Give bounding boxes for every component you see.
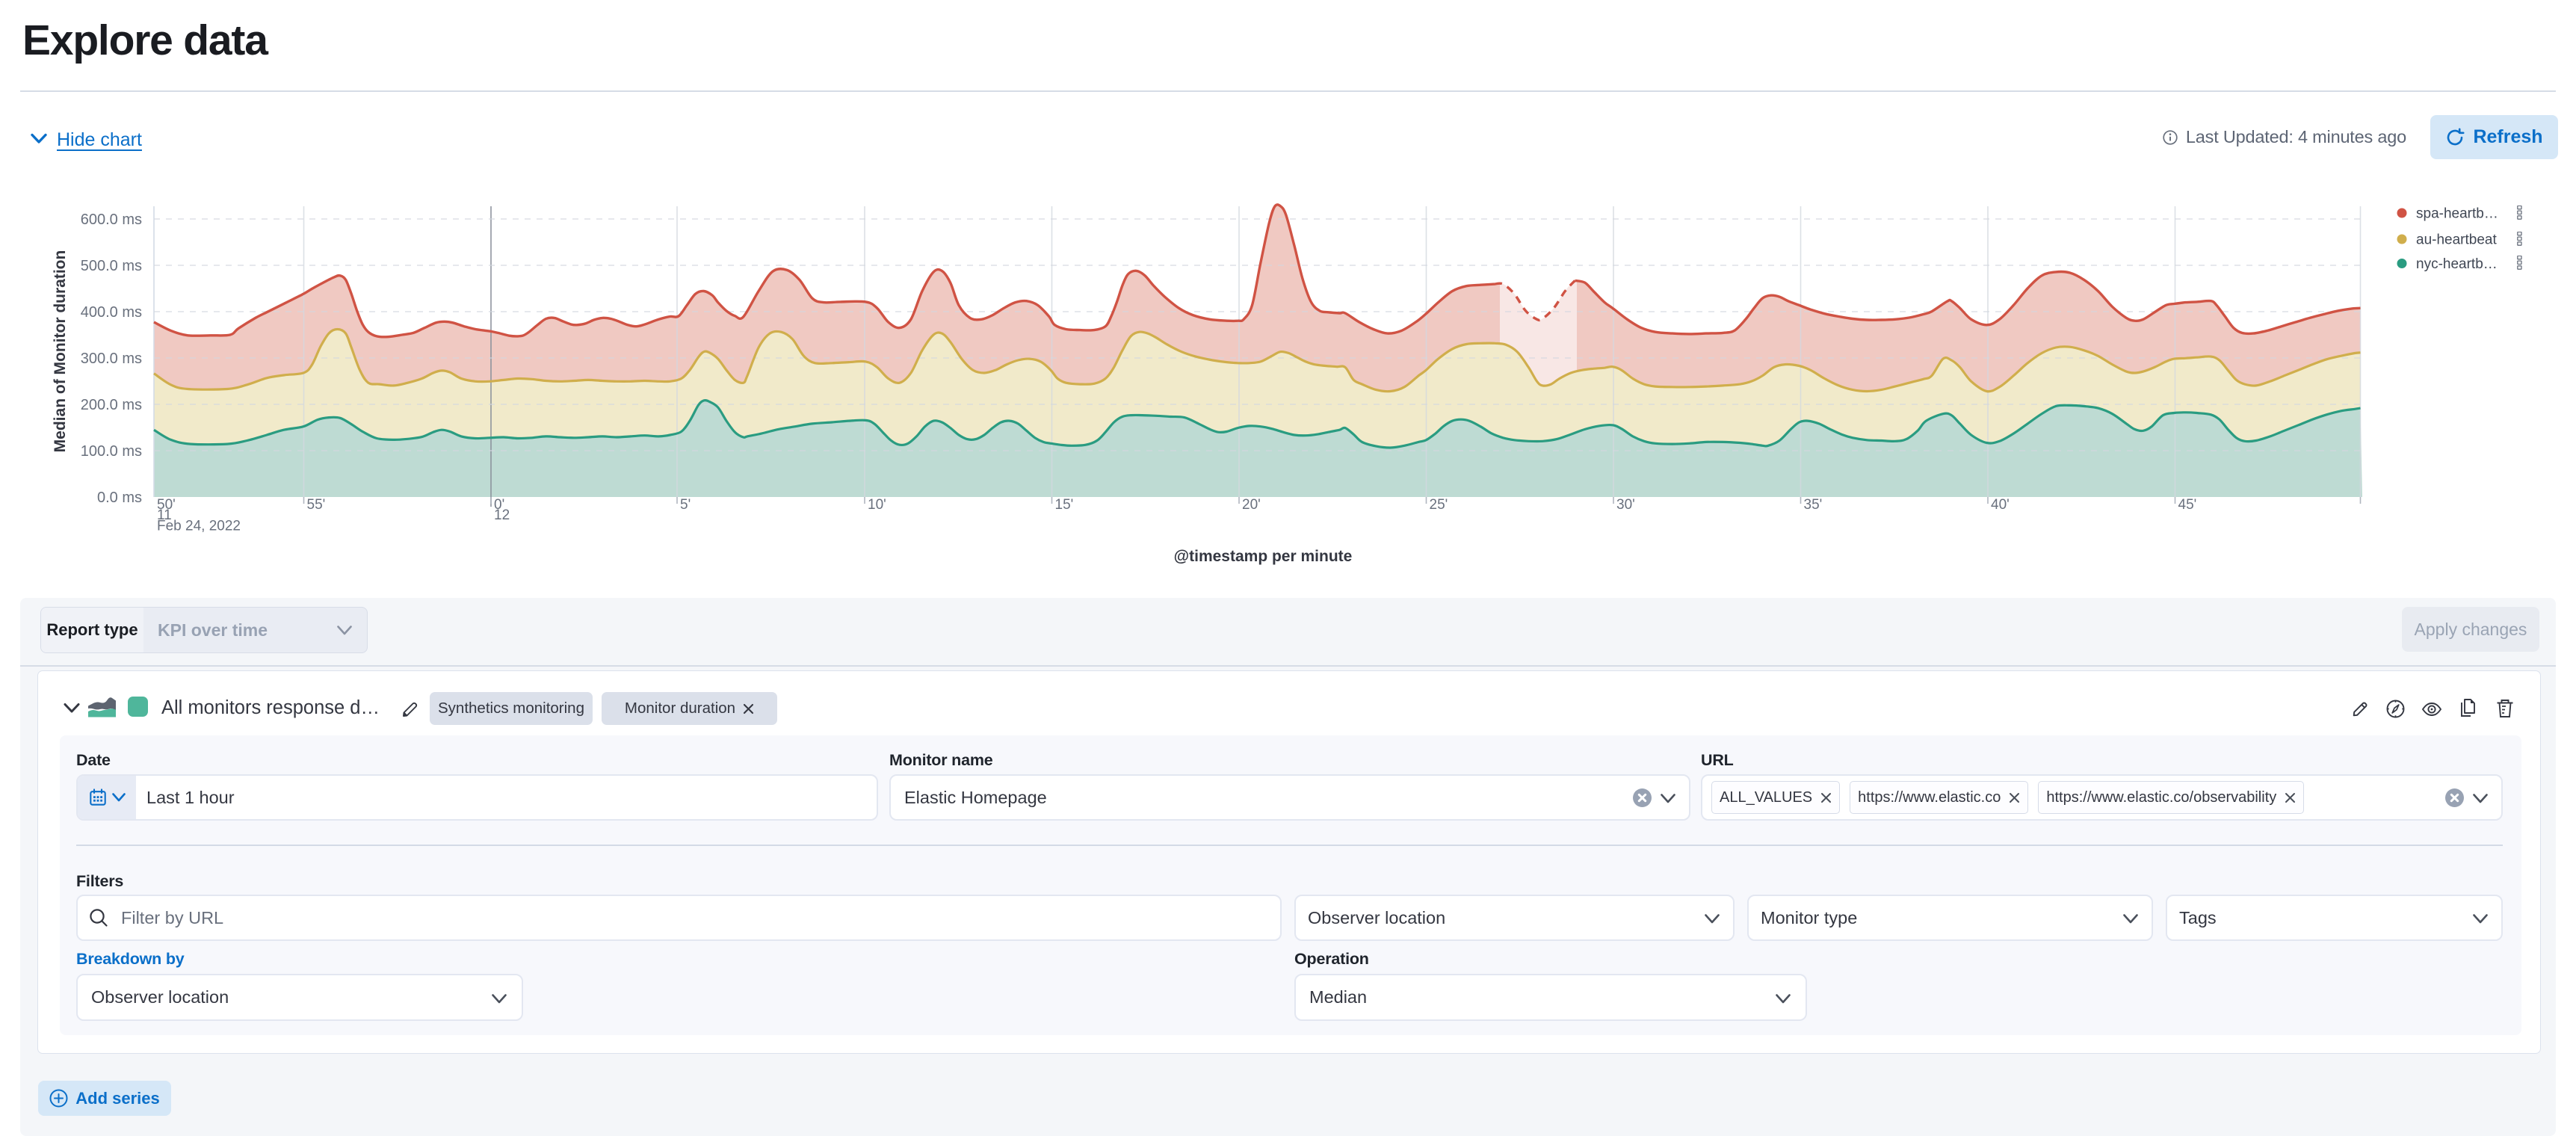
svg-text:45': 45' [2178, 497, 2197, 513]
svg-text:au-heartbeat: au-heartbeat [2416, 232, 2497, 248]
svg-text:400.0 ms: 400.0 ms [81, 304, 142, 321]
svg-text:600.0 ms: 600.0 ms [81, 212, 142, 228]
svg-text:12: 12 [494, 507, 510, 523]
svg-text:Feb 24, 2022: Feb 24, 2022 [157, 519, 241, 534]
svg-text:0.0 ms: 0.0 ms [97, 490, 142, 506]
svg-text:5': 5' [680, 497, 691, 513]
svg-text:nyc-heartb…: nyc-heartb… [2416, 256, 2498, 272]
svg-text:35': 35' [1804, 497, 1823, 513]
svg-text:55': 55' [307, 497, 326, 513]
svg-text:20': 20' [1242, 497, 1261, 513]
svg-text:25': 25' [1430, 497, 1448, 513]
svg-text:Median of Monitor duration: Median of Monitor duration [52, 250, 69, 453]
svg-text:30': 30' [1616, 497, 1635, 513]
svg-text:40': 40' [1991, 497, 2010, 513]
svg-text:50': 50' [157, 497, 176, 513]
svg-text:200.0 ms: 200.0 ms [81, 397, 142, 413]
svg-text:100.0 ms: 100.0 ms [81, 443, 142, 460]
svg-text:15': 15' [1055, 497, 1074, 513]
svg-text:300.0 ms: 300.0 ms [81, 351, 142, 367]
svg-text:@timestamp per minute: @timestamp per minute [1174, 548, 1353, 565]
svg-text:10': 10' [868, 497, 886, 513]
svg-text:spa-heartb…: spa-heartb… [2416, 206, 2498, 222]
svg-text:0': 0' [494, 497, 504, 513]
svg-text:500.0 ms: 500.0 ms [81, 258, 142, 274]
svg-text:11: 11 [157, 507, 172, 523]
